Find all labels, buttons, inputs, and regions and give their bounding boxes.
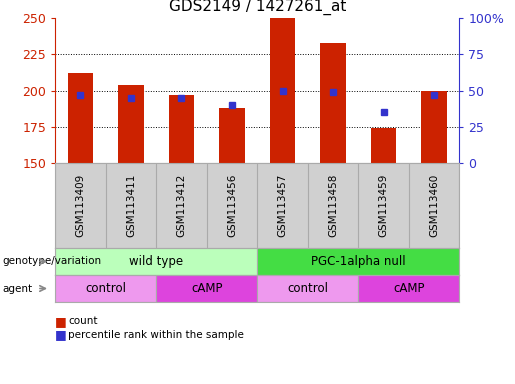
- Text: GSM113457: GSM113457: [278, 174, 287, 237]
- Bar: [320, 43, 346, 163]
- Text: GSM113459: GSM113459: [379, 174, 389, 237]
- Text: GSM113458: GSM113458: [328, 174, 338, 237]
- Text: ■: ■: [55, 315, 67, 328]
- Bar: [68, 73, 93, 163]
- Text: cAMP: cAMP: [191, 282, 222, 295]
- Bar: [421, 91, 447, 163]
- Title: GDS2149 / 1427261_at: GDS2149 / 1427261_at: [168, 0, 346, 15]
- Bar: [55, 275, 156, 302]
- Bar: [169, 95, 194, 163]
- Text: GSM113411: GSM113411: [126, 174, 136, 237]
- Bar: [118, 85, 144, 163]
- Bar: [258, 275, 358, 302]
- Text: agent: agent: [3, 283, 32, 293]
- Bar: [219, 108, 245, 163]
- Text: control: control: [287, 282, 328, 295]
- Text: control: control: [85, 282, 126, 295]
- Text: PGC-1alpha null: PGC-1alpha null: [311, 255, 406, 268]
- Bar: [258, 248, 459, 275]
- Text: count: count: [68, 316, 97, 326]
- Bar: [358, 275, 459, 302]
- Bar: [371, 128, 396, 163]
- Bar: [270, 18, 295, 163]
- Bar: [55, 248, 258, 275]
- Text: percentile rank within the sample: percentile rank within the sample: [68, 329, 244, 339]
- Text: GSM113412: GSM113412: [177, 174, 186, 237]
- Text: ■: ■: [55, 328, 67, 341]
- Text: GSM113409: GSM113409: [75, 174, 85, 237]
- Bar: [156, 275, 257, 302]
- Text: GSM113460: GSM113460: [429, 174, 439, 237]
- Text: cAMP: cAMP: [393, 282, 424, 295]
- Text: GSM113456: GSM113456: [227, 174, 237, 237]
- Text: wild type: wild type: [129, 255, 183, 268]
- Text: genotype/variation: genotype/variation: [3, 257, 101, 266]
